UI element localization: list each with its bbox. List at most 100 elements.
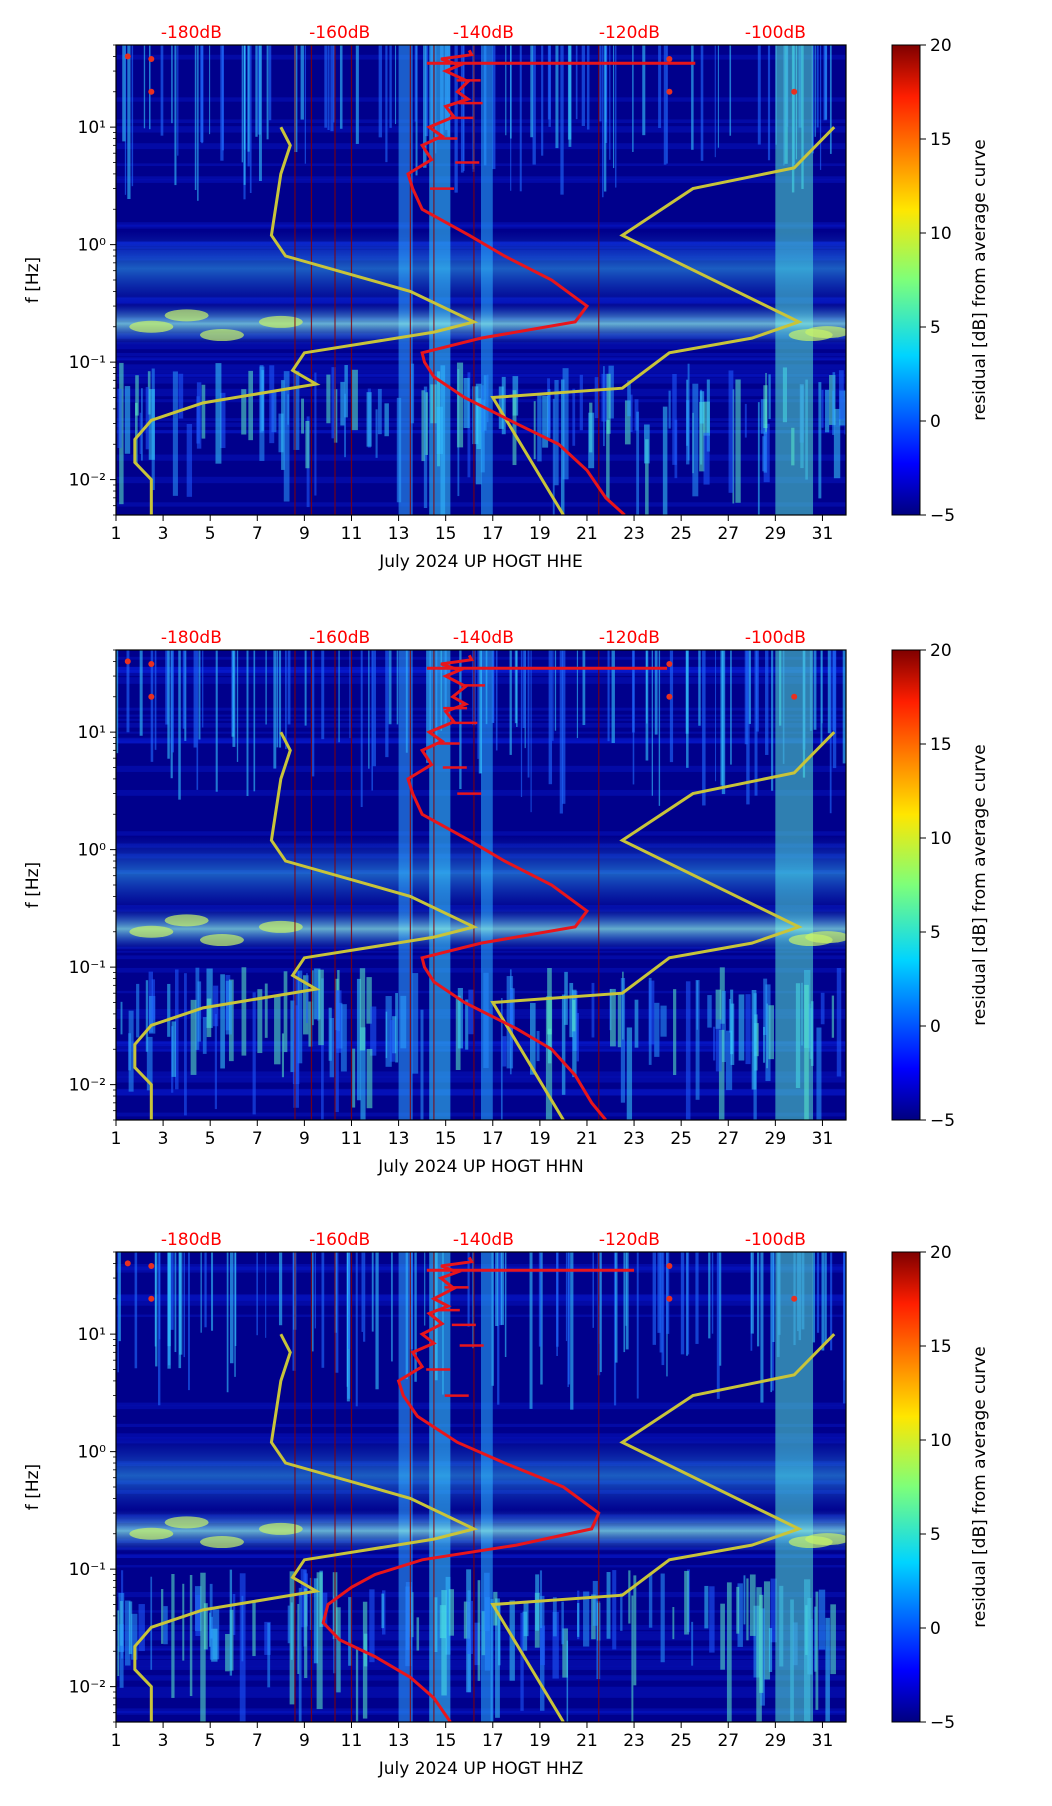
hotspot-dot	[148, 88, 155, 95]
colorbar-tick-label: 0	[930, 1619, 941, 1639]
high-freq-streak	[150, 650, 154, 762]
energy-blob	[805, 931, 846, 944]
colorbar-tick-label: 5	[930, 923, 941, 943]
high-freq-streak	[327, 45, 330, 131]
low-freq-streak	[662, 406, 668, 515]
low-freq-streak	[281, 380, 285, 470]
low-freq-streak	[539, 1570, 543, 1629]
high-freq-streak	[346, 1252, 348, 1387]
low-freq-streak	[501, 376, 506, 435]
high-freq-streak	[360, 650, 363, 808]
low-freq-streak	[182, 1583, 185, 1661]
high-freq-streak	[241, 45, 243, 163]
low-freq-streak	[744, 403, 747, 438]
low-freq-streak	[500, 998, 503, 1120]
high-freq-streak	[158, 1252, 161, 1406]
energy-blob	[199, 934, 244, 947]
low-freq-streak	[626, 1027, 633, 1120]
db-scale-label: -180dB	[161, 1230, 222, 1250]
low-freq-streak	[200, 1572, 206, 1722]
low-freq-streak	[175, 969, 179, 1090]
low-freq-streak	[726, 1582, 732, 1722]
hotspot-dot	[124, 53, 131, 60]
high-freq-streak	[375, 1252, 379, 1390]
low-freq-streak	[171, 1574, 175, 1698]
low-freq-streak	[140, 388, 143, 461]
low-freq-streak	[728, 998, 732, 1033]
colorbar-tick-label: 10	[930, 829, 952, 849]
x-axis-label: July 2024 UP HOGT HHZ	[378, 1759, 583, 1779]
low-freq-streak	[312, 970, 314, 1026]
high-freq-streak	[615, 45, 617, 188]
low-freq-streak	[202, 1017, 207, 1054]
low-freq-streak	[831, 995, 835, 1038]
low-freq-streak	[668, 390, 671, 429]
low-freq-streak	[474, 1622, 480, 1666]
high-freq-streak	[122, 45, 126, 142]
high-freq-streak	[559, 650, 563, 814]
low-freq-streak	[617, 994, 622, 1048]
high-freq-streak	[715, 650, 717, 782]
low-freq-streak	[370, 1006, 377, 1056]
high-freq-streak	[520, 650, 523, 798]
x-tick-label: 25	[670, 1731, 692, 1751]
low-freq-streak	[118, 1592, 125, 1652]
low-freq-streak	[520, 1612, 524, 1711]
high-freq-streak	[361, 1252, 363, 1332]
high-freq-streak	[504, 1252, 507, 1357]
high-freq-streak	[698, 650, 701, 726]
low-freq-streak	[594, 377, 600, 419]
low-freq-streak	[818, 382, 822, 499]
colorbar	[891, 649, 921, 1121]
high-freq-streak	[423, 45, 427, 168]
low-freq-streak	[283, 371, 290, 502]
high-freq-streak	[821, 650, 823, 724]
x-tick-label: 27	[717, 1731, 739, 1751]
low-freq-streak	[215, 363, 222, 464]
low-freq-streak	[709, 1586, 715, 1653]
x-axis-label: July 2024 UP HOGT HHE	[378, 552, 583, 572]
high-freq-streak	[170, 1252, 174, 1330]
low-freq-streak	[395, 993, 399, 1063]
hotspot-dot	[148, 661, 155, 668]
low-freq-streak	[308, 1001, 313, 1047]
low-freq-streak	[510, 989, 513, 1049]
high-freq-streak	[756, 1252, 760, 1347]
high-freq-streak	[247, 45, 250, 152]
high-freq-streak	[717, 45, 719, 148]
high-freq-streak	[266, 45, 269, 140]
high-freq-streak	[311, 650, 315, 777]
low-freq-streak	[344, 365, 348, 418]
high-freq-streak	[772, 1252, 775, 1343]
high-freq-streak	[394, 45, 397, 125]
hotspot-dot	[666, 693, 673, 700]
low-freq-streak	[592, 1580, 598, 1626]
x-tick-label: 25	[670, 1129, 692, 1149]
high-freq-streak	[371, 650, 374, 791]
high-freq-streak	[770, 1252, 773, 1393]
high-freq-streak	[204, 1252, 207, 1328]
x-tick-label: 3	[158, 524, 169, 544]
low-freq-streak	[512, 390, 517, 466]
db-scale-label: -140dB	[453, 628, 514, 648]
high-freq-streak	[625, 1252, 629, 1350]
low-freq-streak	[707, 995, 712, 1028]
x-tick-label: 15	[435, 1129, 457, 1149]
high-freq-streak	[522, 650, 526, 728]
low-freq-streak	[685, 981, 691, 1120]
high-freq-streak	[211, 1252, 214, 1331]
low-freq-streak	[745, 994, 751, 1065]
low-freq-streak	[612, 1570, 617, 1650]
low-freq-streak	[757, 402, 760, 515]
low-freq-streak	[305, 973, 308, 1023]
high-freq-streak	[255, 45, 258, 137]
low-freq-streak	[303, 975, 309, 1035]
colorbar-tick-label: −5	[930, 506, 955, 526]
yellow-model-curve-right	[490, 126, 836, 515]
high-freq-streak	[824, 1252, 827, 1343]
colorbar-tick-label: 15	[930, 130, 952, 150]
low-freq-streak	[737, 1583, 743, 1647]
db-scale-label: -100dB	[745, 1230, 806, 1250]
high-freq-streak	[249, 45, 252, 194]
hotspot-dot	[148, 56, 155, 63]
